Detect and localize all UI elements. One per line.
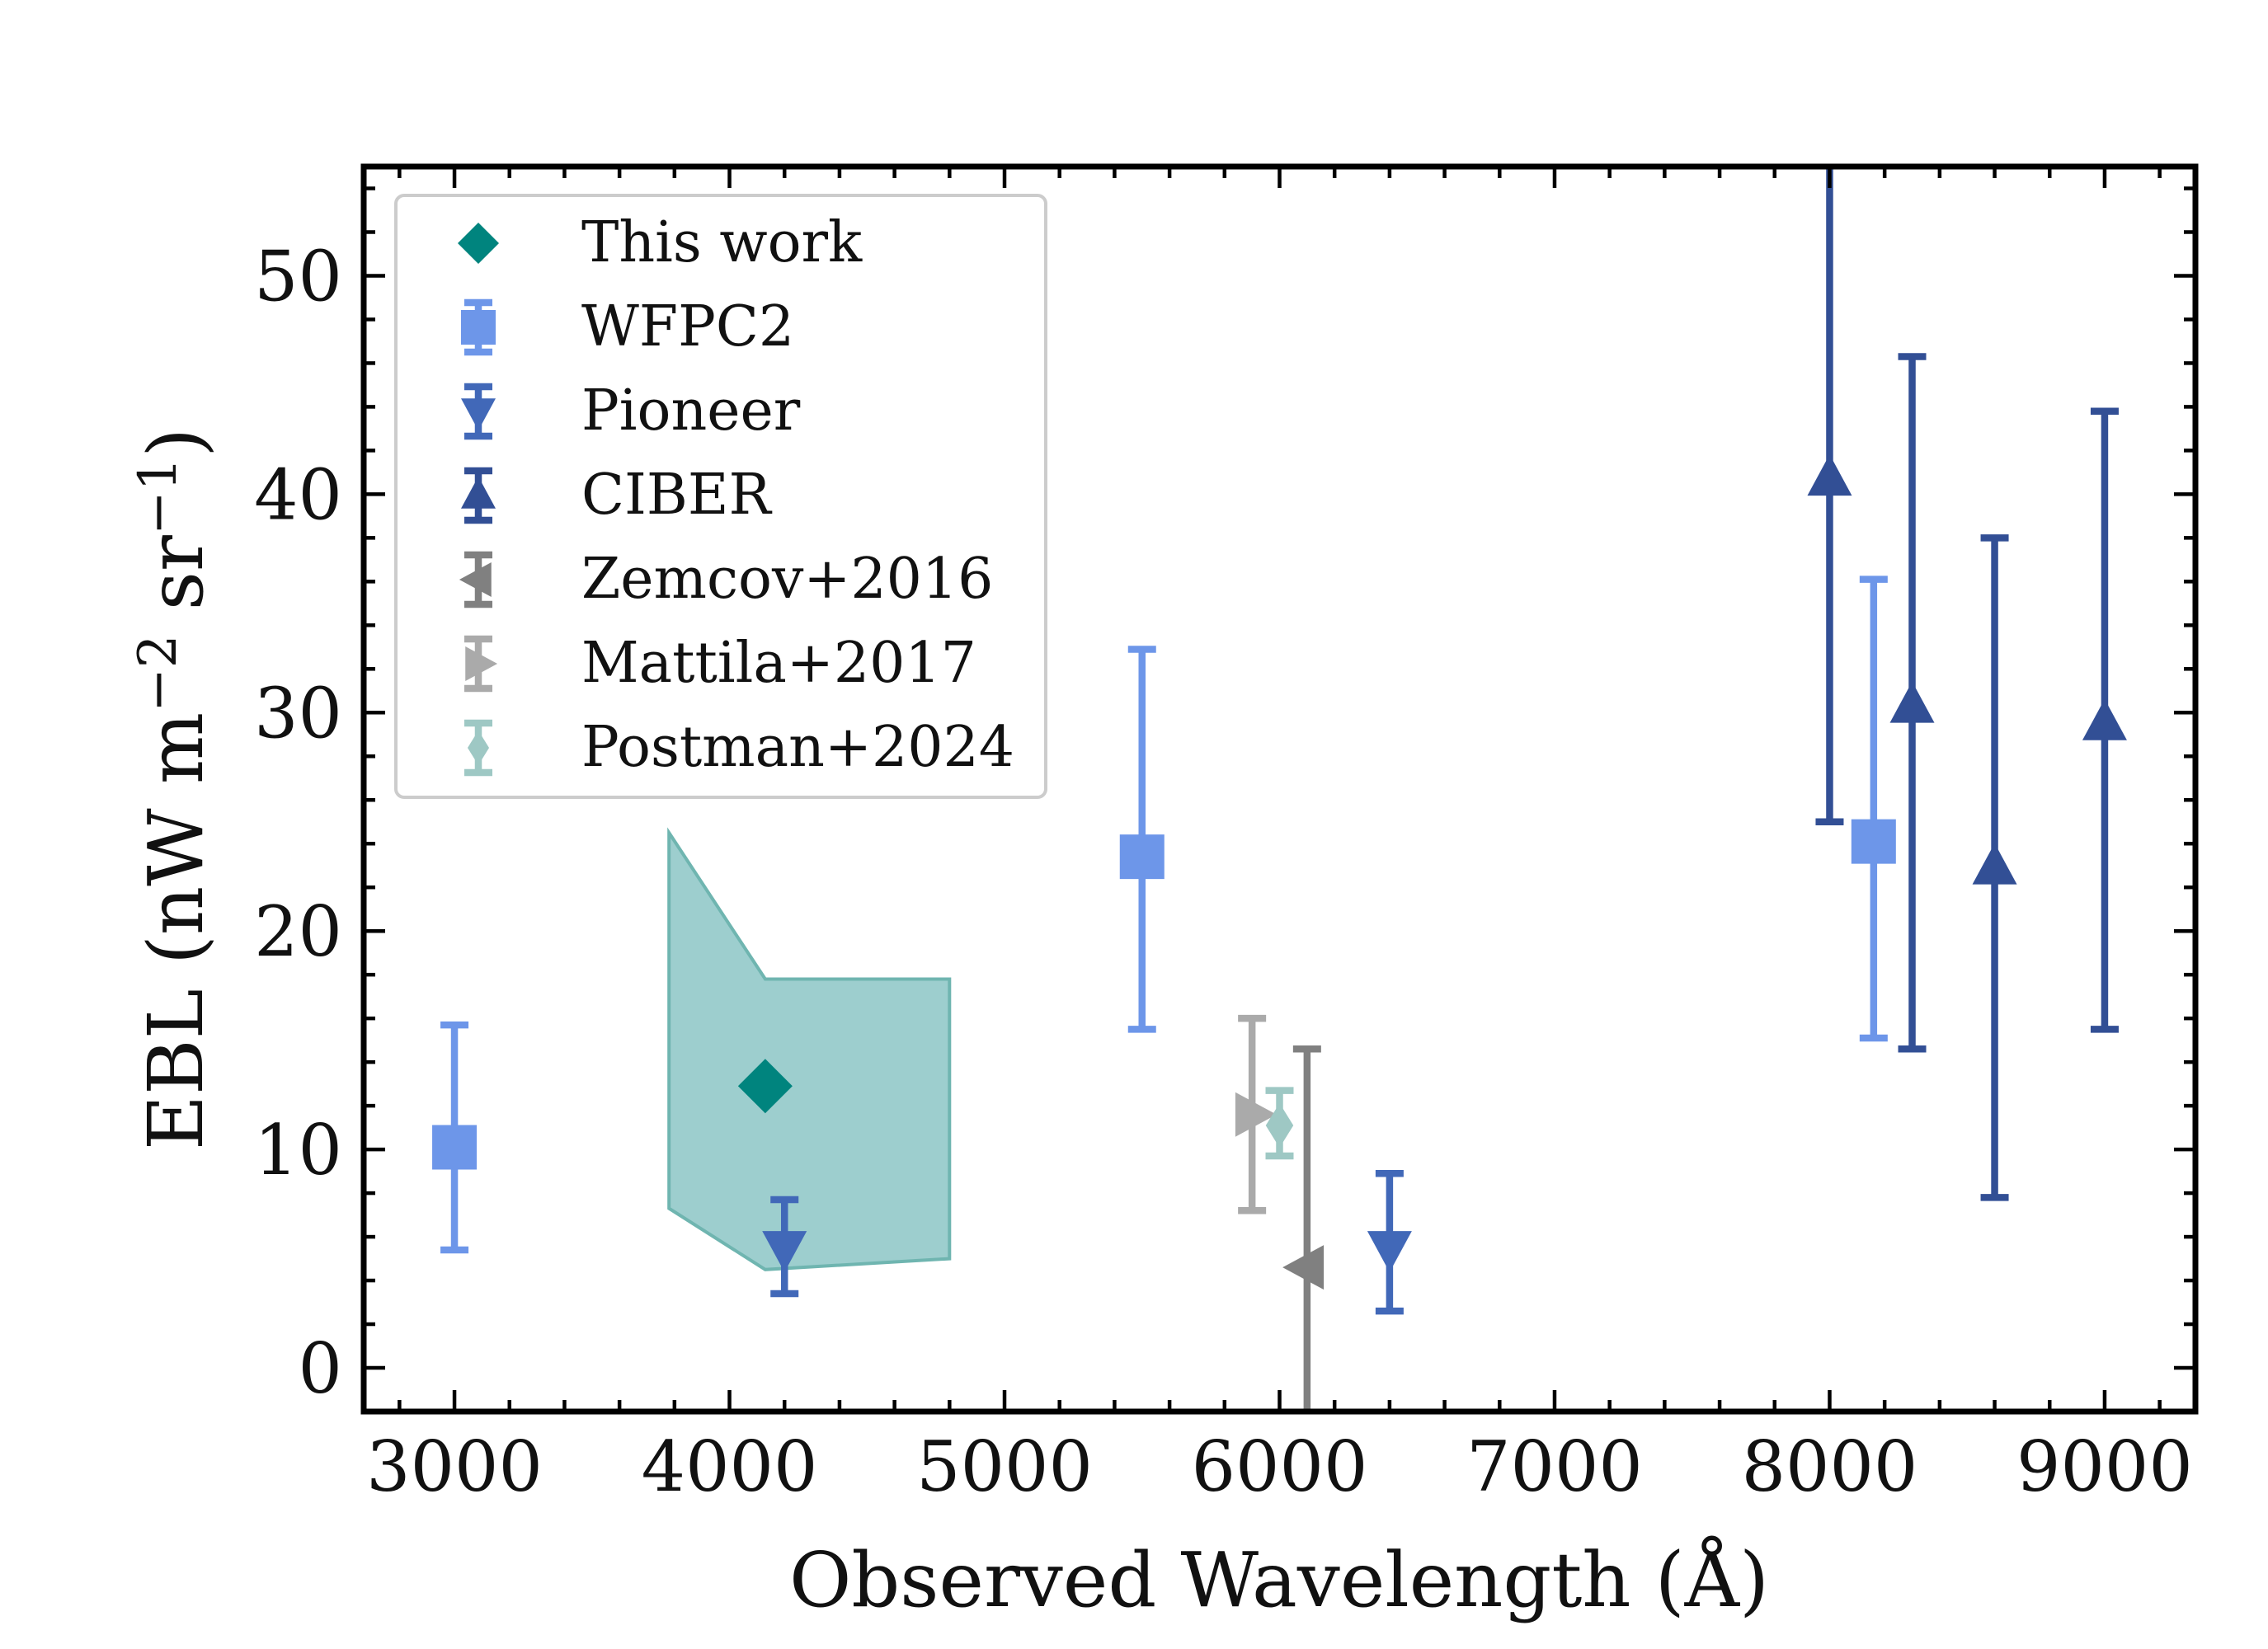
legend-marker-mattila-2017 (465, 646, 498, 681)
x-tick-label: 7000 (1466, 1426, 1643, 1507)
x-tick-label: 4000 (642, 1426, 818, 1507)
legend-marker-zemcov-2016 (459, 562, 492, 597)
y-axis-label: EBL (nW m−2 sr−1) (128, 428, 220, 1150)
legend-entry-postman-2024: Postman+2024 (464, 715, 1014, 780)
ciber-point-1 (1807, 167, 1852, 825)
postman-2024-point-1 (1265, 1087, 1294, 1160)
x-tick-label: 9000 (2016, 1426, 2193, 1507)
legend-label: Postman+2024 (581, 715, 1014, 780)
plot-frame (360, 163, 2199, 1415)
wfpc2-marker (432, 1125, 478, 1170)
legend-label: Mattila+2017 (581, 631, 976, 696)
wfpc2-marker (1851, 819, 1896, 864)
postman-2024-marker (1265, 1102, 1294, 1148)
legend-label: This work (581, 210, 863, 275)
legend-entry-pioneer: Pioneer (461, 378, 801, 444)
legend-label: Pioneer (581, 378, 801, 444)
x-tick-label: 8000 (1742, 1426, 1918, 1507)
x-tick-label: 5000 (916, 1426, 1093, 1507)
y-tick-label: 30 (254, 673, 342, 754)
ciber-marker (2082, 698, 2127, 740)
pioneer-marker (762, 1231, 807, 1273)
legend-label: Zemcov+2016 (581, 547, 993, 612)
this-work-marker (737, 1059, 793, 1114)
wfpc2-marker (1119, 834, 1165, 880)
legend: This work WFPC2 Pioneer CIBER Zemcov+2016 Mat… (394, 194, 1047, 799)
legend-marker-pioneer (461, 398, 496, 431)
this-work-point-1 (737, 1059, 793, 1114)
ciber-marker (1889, 681, 1935, 723)
legend-marker-wfpc2 (461, 310, 496, 345)
legend-entry-ciber: CIBER (461, 463, 773, 528)
mattila-2017-marker (1235, 1092, 1277, 1137)
ciber-point-2 (1889, 353, 1935, 1053)
this-work-band (667, 827, 952, 1271)
mattila-2017-point-1 (1235, 1014, 1277, 1214)
wfpc2-point-2 (1119, 646, 1165, 1033)
pioneer-point-1 (762, 1196, 807, 1298)
zemcov-2016-point-1 (1282, 1045, 1325, 1412)
legend-label: CIBER (581, 463, 773, 528)
y-tick-label: 50 (254, 236, 342, 317)
y-tick-label: 10 (254, 1110, 342, 1191)
y-tick-label: 20 (254, 891, 342, 972)
x-tick-label: 3000 (366, 1426, 543, 1507)
plot-area: 3000 4000 5000 6000 7000 8000 9000 0 10 20 30 40 50 (254, 163, 2199, 1507)
legend-entry-mattila-2017: Mattila+2017 (464, 631, 976, 696)
legend-marker-this-work (458, 223, 499, 264)
ciber-point-4 (2082, 407, 2127, 1033)
ciber-point-3 (1972, 534, 2017, 1201)
wfpc2-point-3 (1851, 576, 1896, 1042)
zemcov-2016-marker (1282, 1245, 1325, 1290)
legend-frame (394, 194, 1047, 799)
ciber-marker (1972, 843, 2017, 885)
legend-marker-postman-2024 (467, 731, 490, 765)
legend-marker-ciber (461, 476, 496, 509)
x-tick-label: 6000 (1192, 1426, 1368, 1507)
legend-entry-this-work: This work (458, 210, 863, 275)
y-tick-label: 40 (254, 454, 342, 535)
legend-label: WFPC2 (581, 294, 794, 359)
pioneer-point-2 (1367, 1169, 1412, 1315)
x-axis-label: Observed Wavelength (Å) (789, 1535, 1769, 1624)
y-tick-label: 0 (299, 1328, 342, 1409)
legend-entry-wfpc2: WFPC2 (461, 294, 794, 359)
legend-entry-zemcov-2016: Zemcov+2016 (459, 547, 993, 612)
wfpc2-point-1 (432, 1021, 478, 1254)
ciber-marker (1807, 454, 1852, 496)
pioneer-marker (1367, 1231, 1412, 1273)
